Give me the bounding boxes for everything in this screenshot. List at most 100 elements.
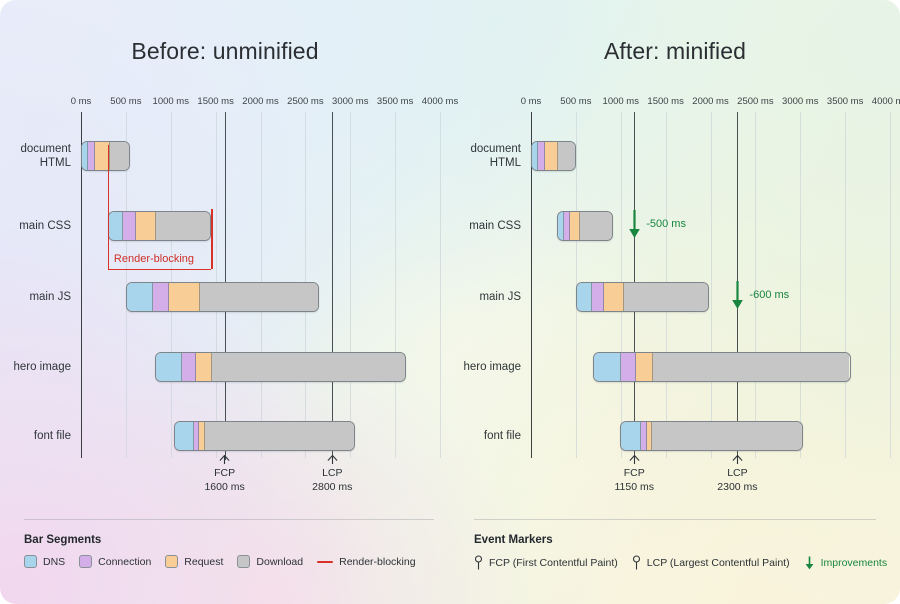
bar-segment-connection [564,212,571,240]
axis-tick-label: 1000 ms [152,96,189,107]
legend-item-request[interactable]: Request [165,555,223,568]
legend-label: DNS [43,555,66,568]
bar-segment-dns [155,353,183,381]
bar-segment-dns [593,353,621,381]
bar-segment-download [623,283,708,311]
axis-tick-label: 2500 ms [287,96,324,107]
bar-segment-dns [108,212,123,240]
bar-segment-dns [558,212,565,240]
legend-item-improvements[interactable]: Improvements [804,556,888,570]
axis-tick-label: 4000 ms [421,96,459,107]
legend-item-fcp-first-contentful-paint-[interactable]: FCP (First Contentful Paint) [474,555,618,570]
legend-divider-left [24,519,434,520]
legend-divider-right [474,519,876,520]
bar-segment-request [195,353,212,381]
row-label-after-1: main CSS [469,220,521,232]
legend-swatch-request [165,555,179,568]
panel-title-after: After: minified [603,38,747,64]
legend-label: LCP (Largest Contentful Paint) [646,556,790,569]
legend-item-lcp-largest-contentful-paint-[interactable]: LCP (Largest Contentful Paint) [632,555,790,570]
bar-segment-connection [641,422,647,450]
axis-tick-label: 2000 ms [692,96,729,107]
bar-segment-download [651,422,802,450]
waterfall-bar[interactable] [531,141,576,171]
legend-label: FCP (First Contentful Paint) [489,556,618,569]
axis-tick-label: 2000 ms [242,96,279,107]
bar-segment-request [646,422,652,450]
panel-title-before: Before: unminified [131,38,319,64]
waterfall-bar[interactable] [592,352,851,382]
bar-segment-download [557,142,575,170]
axis-tick-label: 3500 ms [826,96,864,107]
waterfall-bar[interactable] [107,211,212,241]
event-gridline [332,112,334,460]
axis-tick-label: 4000 ms [871,96,900,107]
legend-item-download[interactable]: Download [237,555,303,568]
bar-segment-dns [576,283,592,311]
panel-after: After: minified 0 ms 500 ms 1000 ms 1500 ms 2… [450,0,900,523]
row-label-before-0: document HTML [20,143,71,169]
bar-segment-request [136,212,156,240]
bar-segment-connection [620,353,636,381]
waterfall-bar[interactable] [81,141,130,171]
axis-tick-label: 2500 ms [737,96,774,107]
bar-segment-download [205,422,354,450]
plot-area-before: 0 ms 500 ms 1000 ms 1500 ms 2000 ms 2500 ms 30… [0,0,458,523]
row-label-before-4: font file [33,430,71,442]
bar-segment-download [211,353,405,381]
gridline-0ms [531,112,532,458]
legend-swatch-dns [24,555,37,568]
improvement-label: -600 ms [749,289,790,301]
row-label-before-2: main JS [29,291,71,303]
waterfall-bar[interactable] [154,352,406,382]
bar-segment-dns [532,142,538,170]
plot-area-after: 0 ms 500 ms 1000 ms 1500 ms 2000 ms 2500 ms 30… [450,0,900,523]
waterfall-bar[interactable] [557,211,613,241]
legend-label: Improvements [820,556,888,569]
axis-tick-label: 3000 ms [782,96,819,107]
waterfall-bar[interactable] [174,421,355,451]
bar-segment-connection [538,142,545,170]
row-label-after-3: hero image [463,361,521,373]
bar-segment-download [155,212,211,240]
legend-item-connection[interactable]: Connection [79,555,151,568]
legend-bar-segments: Bar Segments DNS Connection Request Downloa… [24,534,416,568]
panels-container: Before: unminified 0 ms 500 ms 1000 ms 1500 … [0,0,900,523]
row-label-before-1: main CSS [19,220,71,232]
marker-label-lcp: LCP 2800 ms [312,467,353,493]
event-marker-icon [632,555,640,570]
legend-swatch-connection [79,555,93,568]
legend-label: Render-blocking [339,555,416,568]
legend-line-render-blocking [317,560,334,563]
marker-label-fcp: FCP 1150 ms [614,467,654,493]
improvement-down-arrow-icon [732,281,744,309]
axis-tick-label: 500 ms [560,96,592,107]
bar-segment-request [544,142,558,170]
row-label-after-4: font file [483,430,521,442]
render-blocking-baseline [107,269,212,271]
waterfall-bar[interactable] [575,282,709,312]
gridline-3000ms [800,112,802,458]
legend-label: Request [184,555,224,568]
bar-segment-request [570,212,581,240]
waterfall-bar[interactable] [619,421,803,451]
axis-tick-label: 0 ms [70,96,92,107]
legend-swatch-download [237,555,251,568]
legend-item-dns[interactable]: DNS [24,555,65,568]
row-label-after-0: document HTML [470,143,521,169]
improvement-annotation: -500 ms [628,209,686,239]
waterfall-bar[interactable] [125,282,319,312]
legend-event-markers-title: Event Markers [474,534,553,546]
bar-segment-connection [182,353,196,381]
panel-before: Before: unminified 0 ms 500 ms 1000 ms 1500 … [0,0,458,523]
marker-label-lcp: LCP 2300 ms [717,467,758,493]
bar-segment-connection [591,283,605,311]
axis-tick-label: 0 ms [520,96,542,107]
bar-segment-download [580,212,612,240]
axis-tick-label: 500 ms [110,96,142,107]
gridline-2000ms [710,112,712,458]
bar-segment-connection [152,283,169,311]
row-label-before-3: hero image [13,361,71,373]
gridline-3500ms [395,112,397,458]
legend-item-render-blocking[interactable]: Render-blocking [317,555,416,568]
